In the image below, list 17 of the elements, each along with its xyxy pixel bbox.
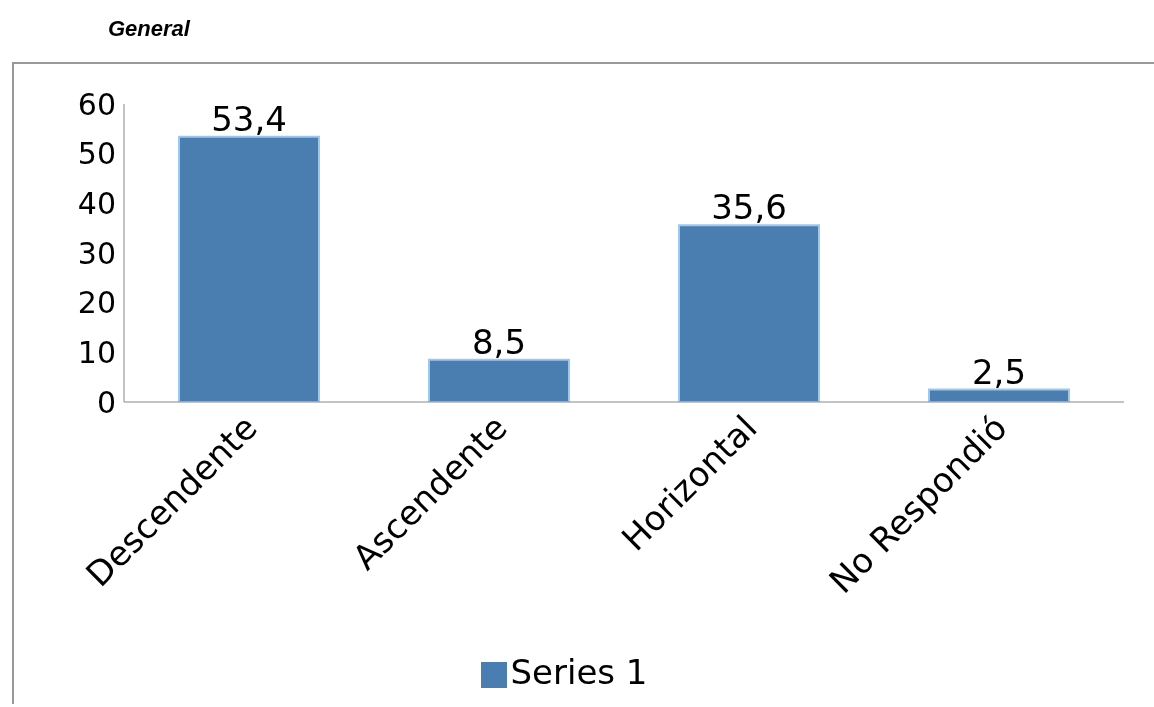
data-label: 2,5 — [971, 351, 1027, 392]
data-label: 8,5 — [471, 321, 527, 362]
bar — [678, 224, 820, 402]
y-tick-label: 20 — [77, 285, 116, 321]
y-tick-label: 30 — [77, 235, 116, 271]
y-tick-label: 10 — [77, 334, 116, 370]
y-tick-label: 60 — [77, 86, 116, 122]
chart-title: General — [108, 16, 190, 42]
y-tick-label: 50 — [77, 136, 116, 172]
legend-label: Series 1 — [510, 652, 648, 692]
y-tick-label: 0 — [96, 384, 116, 420]
data-label: 53,4 — [211, 98, 287, 139]
bar — [178, 135, 320, 402]
data-label: 35,6 — [711, 187, 787, 228]
y-tick-label: 40 — [77, 185, 116, 221]
bar — [928, 388, 1070, 402]
bar — [428, 358, 570, 402]
